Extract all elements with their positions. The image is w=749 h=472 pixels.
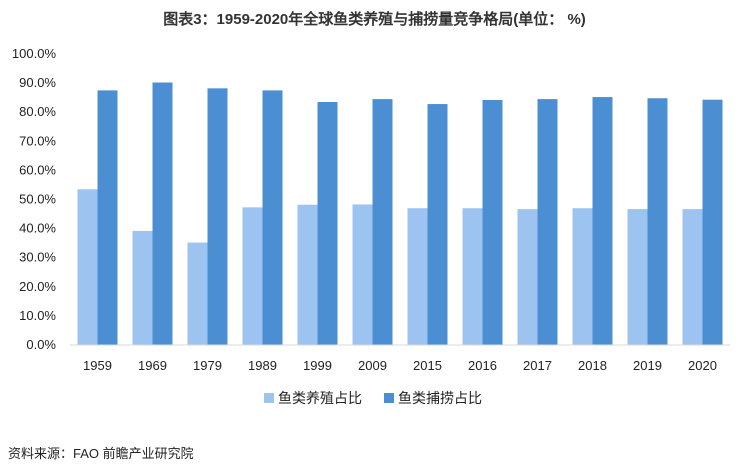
x-tick-label: 1989 bbox=[248, 358, 277, 373]
x-tick-label: 2016 bbox=[468, 358, 497, 373]
y-tick-label: 60.0% bbox=[19, 162, 56, 177]
bar-aquaculture bbox=[627, 209, 648, 345]
bar-capture bbox=[647, 98, 668, 346]
y-tick-label: 80.0% bbox=[19, 104, 56, 119]
bar-capture bbox=[702, 99, 723, 345]
legend-label-capture: 鱼类捕捞占比 bbox=[398, 390, 482, 406]
x-tick-label: 1959 bbox=[83, 358, 112, 373]
x-tick-label: 2009 bbox=[358, 358, 387, 373]
x-tick-label: 2018 bbox=[578, 358, 607, 373]
bar-capture bbox=[482, 99, 503, 345]
bar-aquaculture bbox=[682, 209, 703, 345]
bar-aquaculture bbox=[517, 209, 538, 345]
bar-capture bbox=[262, 90, 283, 345]
bar-aquaculture bbox=[352, 204, 373, 345]
x-tick-label: 2020 bbox=[688, 358, 717, 373]
chart-title: 图表3：1959-2020年全球鱼类养殖与捕捞量竞争格局(单位： %) bbox=[163, 11, 586, 28]
bar-capture bbox=[427, 104, 448, 345]
bar-capture bbox=[317, 102, 338, 345]
bar-capture bbox=[592, 97, 613, 346]
y-tick-label: 30.0% bbox=[19, 250, 56, 265]
legend: 鱼类养殖占比 鱼类捕捞占比 bbox=[264, 390, 482, 406]
x-tick-label: 1999 bbox=[303, 358, 332, 373]
bar-aquaculture bbox=[572, 208, 593, 345]
source-note: 资料来源：FAO 前瞻产业研究院 bbox=[8, 446, 194, 461]
x-tick-label: 2019 bbox=[633, 358, 662, 373]
y-tick-label: 90.0% bbox=[19, 75, 56, 90]
bar-aquaculture bbox=[407, 208, 428, 345]
bar-aquaculture bbox=[77, 189, 98, 345]
bar-aquaculture bbox=[187, 242, 208, 345]
bar-capture bbox=[97, 90, 118, 345]
bar-capture bbox=[207, 88, 228, 345]
y-tick-label: 20.0% bbox=[19, 279, 56, 294]
bar-aquaculture bbox=[462, 208, 483, 345]
x-tick-label: 2017 bbox=[523, 358, 552, 373]
bar-capture bbox=[537, 99, 558, 345]
x-tick-label: 1969 bbox=[138, 358, 167, 373]
y-tick-label: 40.0% bbox=[19, 221, 56, 236]
x-tick-label: 1979 bbox=[193, 358, 222, 373]
x-axis-ticks: 1959 1969 1979 1989 1999 2009 2015 2016 2017 2018… bbox=[83, 358, 717, 373]
bars-group bbox=[77, 82, 723, 346]
x-tick-label: 2015 bbox=[413, 358, 442, 373]
y-tick-label: 70.0% bbox=[19, 133, 56, 148]
y-axis-ticks: 0.0% 10.0% 20.0% 30.0% 40.0% 50.0% 60.0% 70.0% 8… bbox=[12, 46, 57, 352]
y-tick-label: 50.0% bbox=[19, 192, 56, 207]
bar-aquaculture bbox=[242, 207, 263, 345]
y-tick-label: 100.0% bbox=[12, 46, 57, 61]
legend-swatch-aquaculture bbox=[264, 393, 274, 403]
y-tick-label: 0.0% bbox=[26, 337, 56, 352]
bar-aquaculture bbox=[132, 230, 153, 345]
bar-capture bbox=[372, 99, 393, 345]
legend-label-aquaculture: 鱼类养殖占比 bbox=[278, 390, 362, 406]
legend-swatch-capture bbox=[384, 393, 394, 403]
bar-aquaculture bbox=[297, 204, 318, 345]
bar-chart: 0.0% 10.0% 20.0% 30.0% 40.0% 50.0% 60.0% 70.0% 8… bbox=[12, 46, 730, 406]
bar-capture bbox=[152, 82, 173, 345]
y-tick-label: 10.0% bbox=[19, 308, 56, 323]
